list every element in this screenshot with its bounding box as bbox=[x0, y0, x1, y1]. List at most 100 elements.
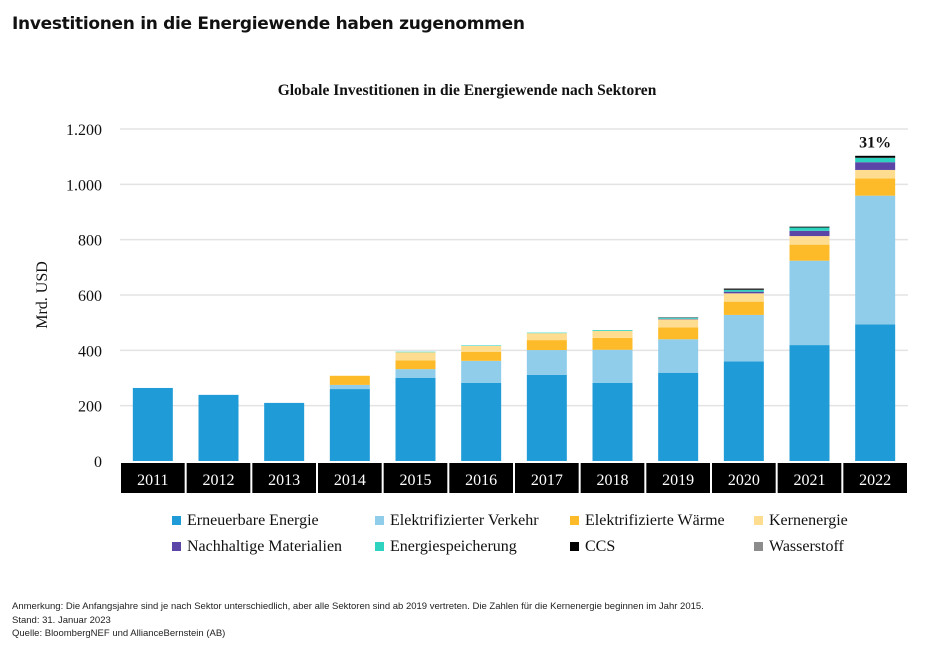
bar-segment bbox=[789, 244, 830, 261]
bar-segment bbox=[855, 195, 896, 325]
x-tick-label: 2014 bbox=[334, 472, 366, 489]
legend-label: Elektrifizierter Verkehr bbox=[390, 512, 539, 529]
growth-annotation: 31% bbox=[859, 135, 891, 152]
x-tick-cell bbox=[186, 463, 251, 493]
bar-segment bbox=[526, 333, 567, 341]
bar-segment bbox=[723, 290, 764, 292]
y-tick-label: 1.000 bbox=[66, 177, 102, 194]
bar-segment bbox=[461, 360, 502, 383]
legend-label: CCS bbox=[585, 538, 615, 555]
legend-swatch bbox=[172, 542, 181, 551]
bar-segment bbox=[658, 319, 699, 328]
bar-segment bbox=[789, 236, 830, 245]
legend-label: Elektrifizierte Wärme bbox=[585, 512, 725, 529]
bar-segment bbox=[329, 375, 370, 385]
bar-segment bbox=[592, 349, 633, 383]
bar-segment bbox=[723, 288, 764, 290]
bar-segment bbox=[329, 384, 370, 390]
footnotes: Anmerkung: Die Anfangsjahre sind je nach… bbox=[12, 600, 704, 641]
bar-segment bbox=[658, 317, 699, 319]
bar-segment bbox=[855, 155, 896, 158]
bar-segment bbox=[855, 157, 896, 163]
x-tick-label: 2019 bbox=[662, 472, 694, 489]
bar-segment bbox=[592, 330, 633, 338]
legend-label: Wasserstoff bbox=[769, 538, 845, 555]
bar-segment bbox=[461, 345, 502, 352]
bar-segment bbox=[395, 352, 436, 361]
legend-swatch bbox=[375, 542, 384, 551]
bar-segment bbox=[723, 289, 764, 291]
x-tick-cell bbox=[646, 463, 710, 493]
bar-segment bbox=[789, 345, 830, 461]
bar-segment bbox=[658, 318, 699, 320]
headline: Investitionen in die Energiewende haben … bbox=[12, 14, 525, 34]
x-tick-label: 2012 bbox=[203, 472, 235, 489]
x-tick-cell bbox=[121, 463, 185, 493]
bar-segment bbox=[789, 260, 830, 346]
bar-segment bbox=[198, 394, 239, 461]
footnote-date: Stand: 31. Januar 2023 bbox=[12, 614, 111, 626]
x-tick-cell bbox=[515, 463, 579, 493]
bar-segment bbox=[658, 372, 699, 461]
bar-segment bbox=[395, 360, 436, 370]
bar-segment bbox=[526, 332, 567, 334]
x-tick-cell bbox=[449, 463, 513, 493]
legend-swatch bbox=[172, 516, 181, 525]
legend-label: Kernenergie bbox=[769, 512, 848, 529]
bar-segment bbox=[395, 378, 436, 461]
x-tick-label: 2015 bbox=[400, 472, 432, 489]
y-tick-label: 200 bbox=[78, 399, 102, 416]
bar-segment bbox=[658, 339, 699, 373]
x-tick-label: 2021 bbox=[794, 472, 826, 489]
y-tick-label: 0 bbox=[94, 454, 102, 471]
bar-segment bbox=[461, 351, 502, 361]
bar-segment bbox=[329, 389, 370, 461]
legend-swatch bbox=[375, 516, 384, 525]
bar-segment bbox=[395, 369, 436, 378]
bar-segment bbox=[789, 230, 830, 237]
x-tick-label: 2016 bbox=[465, 472, 497, 489]
bar-segment bbox=[264, 402, 305, 461]
x-tick-label: 2013 bbox=[268, 472, 300, 489]
stacked-bar-chart: Globale Investitionen in die Energiewend… bbox=[34, 82, 908, 555]
x-tick-label: 2020 bbox=[728, 472, 760, 489]
x-tick-label: 2022 bbox=[859, 472, 891, 489]
x-tick-label: 2017 bbox=[531, 472, 563, 489]
y-tick-label: 400 bbox=[78, 343, 102, 360]
x-tick-cell bbox=[318, 463, 382, 493]
x-tick-label: 2018 bbox=[597, 472, 629, 489]
legend-swatch bbox=[570, 516, 579, 525]
x-tick-cell bbox=[252, 463, 316, 493]
bar-segment bbox=[855, 162, 896, 170]
bar-segment bbox=[526, 374, 567, 461]
y-tick-label: 1.200 bbox=[66, 122, 102, 139]
legend-swatch bbox=[754, 542, 763, 551]
bar-segment bbox=[789, 227, 830, 231]
bar-segment bbox=[395, 351, 436, 353]
bar-segment bbox=[855, 178, 896, 196]
legend-swatch bbox=[754, 516, 763, 525]
bar-segment bbox=[592, 330, 633, 331]
bar-segment bbox=[723, 361, 764, 461]
legend-label: Energiespeicherung bbox=[390, 538, 517, 555]
x-tick-cell bbox=[580, 463, 645, 493]
bar-segment bbox=[526, 340, 567, 351]
y-tick-label: 800 bbox=[78, 233, 102, 250]
bar-segment bbox=[723, 301, 764, 315]
chart-title: Globale Investitionen in die Energiewend… bbox=[278, 82, 657, 99]
bar-segment bbox=[658, 327, 699, 340]
y-axis-label: Mrd. USD bbox=[34, 261, 51, 329]
bar-segment bbox=[132, 387, 173, 461]
bar-segment bbox=[592, 337, 633, 350]
bar-segment bbox=[461, 382, 502, 461]
x-tick-cell bbox=[843, 463, 907, 493]
bar-segment bbox=[461, 345, 502, 346]
x-tick-cell bbox=[777, 463, 842, 493]
y-tick-label: 600 bbox=[78, 288, 102, 305]
x-tick-cell bbox=[383, 463, 448, 493]
bar-segment bbox=[723, 293, 764, 302]
bar-segment bbox=[592, 382, 633, 461]
x-tick-cell bbox=[712, 463, 776, 493]
footnote-source: Quelle: BloombergNEF und AllianceBernste… bbox=[12, 628, 226, 639]
bar-segment bbox=[723, 291, 764, 294]
